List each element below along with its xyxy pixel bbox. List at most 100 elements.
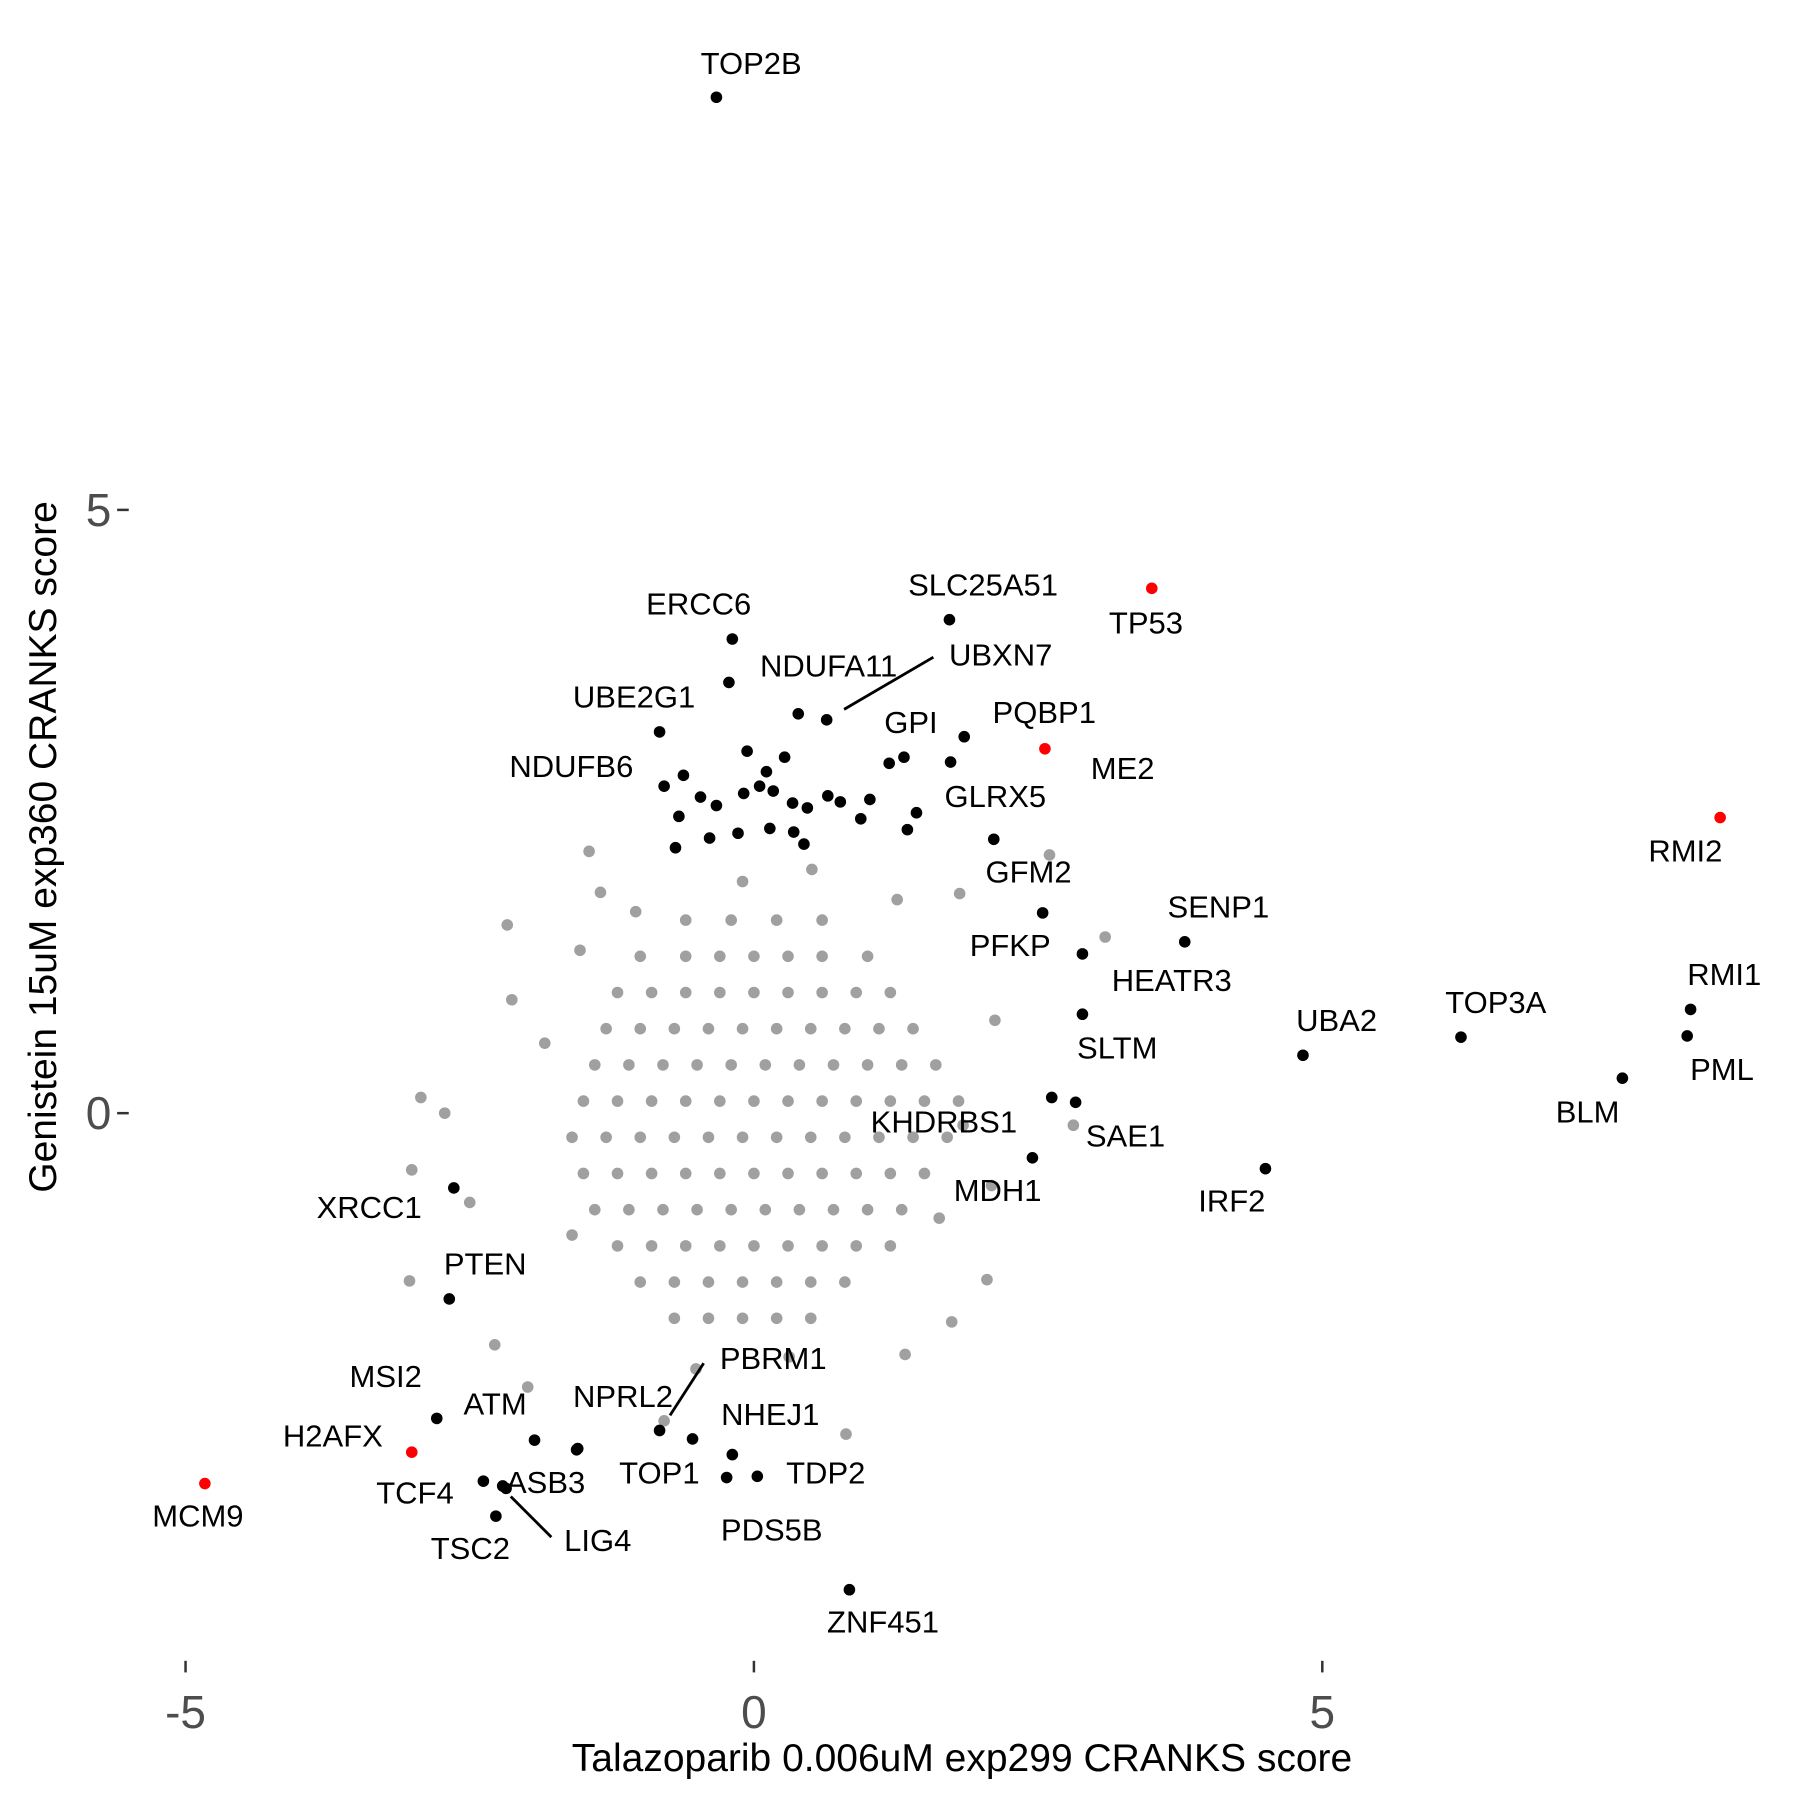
point-label: PBRM1 xyxy=(720,1341,827,1376)
point xyxy=(629,905,642,918)
point-label: BLM xyxy=(1556,1094,1620,1129)
point xyxy=(1297,1049,1309,1062)
point xyxy=(736,1022,749,1035)
point xyxy=(884,1240,897,1252)
point xyxy=(987,833,1000,846)
point-label: NPRL2 xyxy=(573,1379,673,1414)
point xyxy=(1067,1119,1080,1132)
point xyxy=(748,1240,760,1252)
y-tick-label: 0 xyxy=(86,1087,112,1139)
leader-line xyxy=(509,1495,553,1539)
point xyxy=(725,1059,737,1071)
point-label: PML xyxy=(1690,1052,1754,1087)
point xyxy=(1259,1162,1272,1175)
point xyxy=(1145,582,1158,595)
point xyxy=(199,1477,211,1490)
point xyxy=(1043,849,1056,861)
point xyxy=(405,1164,418,1176)
point xyxy=(864,793,876,806)
point xyxy=(751,1470,764,1483)
point-label: TDP2 xyxy=(786,1455,865,1490)
point xyxy=(463,1196,476,1209)
point xyxy=(850,1167,863,1180)
point xyxy=(806,863,818,876)
point xyxy=(820,714,833,726)
point xyxy=(723,676,735,689)
point-label: TP53 xyxy=(1109,606,1183,641)
point xyxy=(778,751,791,764)
point xyxy=(840,1428,852,1440)
point xyxy=(677,769,690,782)
point xyxy=(477,1475,490,1487)
point xyxy=(850,986,863,999)
point xyxy=(490,1510,502,1522)
point xyxy=(907,1022,919,1035)
point xyxy=(753,780,766,792)
point xyxy=(861,1059,874,1071)
leader-line xyxy=(668,1362,705,1417)
point xyxy=(714,950,726,963)
point xyxy=(953,887,966,900)
point xyxy=(679,986,692,999)
point xyxy=(822,790,834,802)
point xyxy=(448,1182,460,1194)
point xyxy=(736,875,749,888)
point xyxy=(770,1276,783,1288)
point xyxy=(726,633,739,645)
point xyxy=(827,1203,840,1216)
point xyxy=(1616,1072,1629,1084)
point xyxy=(748,986,760,999)
point-label: GFM2 xyxy=(986,854,1072,889)
point xyxy=(1026,1151,1039,1164)
point xyxy=(658,780,670,792)
point-label: ZNF451 xyxy=(827,1605,939,1640)
point xyxy=(989,1014,1001,1027)
point xyxy=(726,1448,739,1461)
point xyxy=(736,1312,749,1325)
point-label: GPI xyxy=(884,705,937,740)
point-label: MDH1 xyxy=(954,1173,1042,1208)
point xyxy=(891,893,903,906)
point xyxy=(571,1442,584,1455)
point xyxy=(783,1351,795,1363)
point xyxy=(854,812,867,825)
point xyxy=(1069,1096,1082,1109)
point xyxy=(588,1203,601,1216)
point xyxy=(770,1022,783,1035)
point-label: TOP3A xyxy=(1445,985,1546,1020)
point-label: PFKP xyxy=(970,928,1051,963)
point xyxy=(634,1022,647,1035)
point xyxy=(907,1131,919,1144)
leader-line xyxy=(843,655,935,711)
point xyxy=(443,1293,456,1305)
point xyxy=(850,1240,863,1252)
point-label: RMI2 xyxy=(1648,834,1722,869)
point xyxy=(577,1095,590,1107)
point xyxy=(658,1415,670,1427)
point xyxy=(415,1091,427,1104)
point xyxy=(767,785,780,797)
point xyxy=(714,986,726,999)
point xyxy=(577,1167,590,1180)
point-label: NDUFA11 xyxy=(760,649,897,684)
point-label: HEATR3 xyxy=(1112,963,1232,998)
point xyxy=(782,1167,794,1180)
point xyxy=(736,1131,749,1144)
point xyxy=(1036,907,1049,919)
point xyxy=(741,745,753,757)
point-label: TOP1 xyxy=(619,1455,699,1490)
point xyxy=(816,986,828,999)
point xyxy=(720,1471,733,1484)
point xyxy=(521,1381,534,1393)
point xyxy=(669,841,682,854)
point xyxy=(895,1203,908,1216)
point xyxy=(918,1167,931,1180)
point xyxy=(736,1276,749,1288)
point xyxy=(787,826,800,838)
point xyxy=(600,1131,612,1144)
point xyxy=(725,1203,737,1216)
point xyxy=(594,886,607,899)
point xyxy=(816,914,828,926)
point xyxy=(588,1059,601,1071)
